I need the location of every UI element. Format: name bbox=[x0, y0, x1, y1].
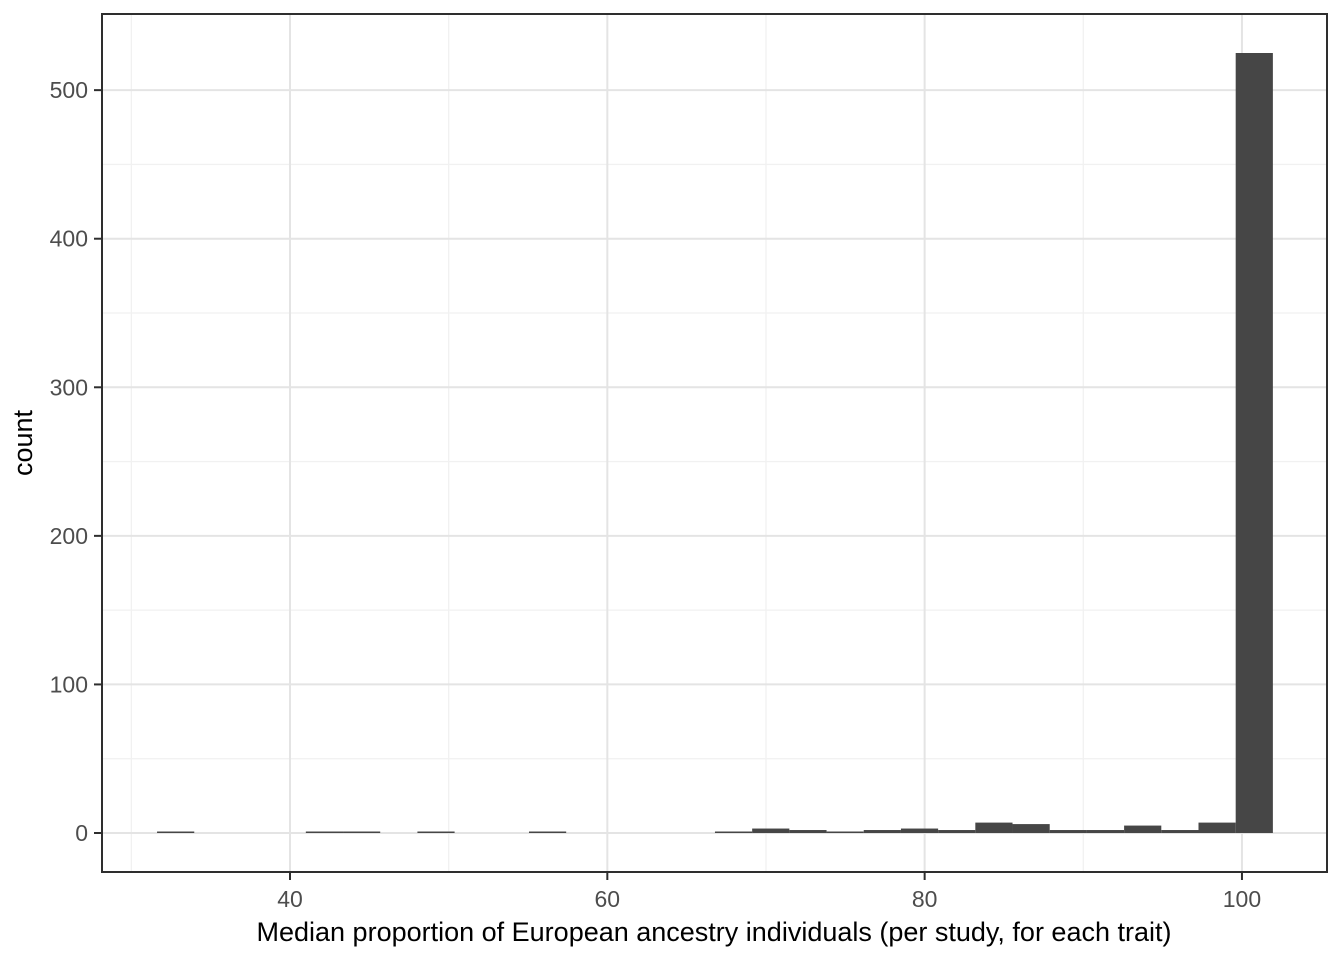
histogram-bar bbox=[343, 831, 381, 833]
histogram-bar bbox=[1235, 53, 1273, 833]
x-tick-label: 60 bbox=[595, 886, 621, 912]
histogram-bar bbox=[752, 828, 790, 833]
histogram-bar bbox=[1049, 830, 1087, 833]
histogram-bar bbox=[528, 831, 567, 833]
grid-major-layer bbox=[102, 14, 1327, 872]
histogram-bar bbox=[938, 830, 976, 833]
histogram-bar bbox=[714, 831, 753, 833]
histogram-bar bbox=[789, 830, 827, 833]
y-axis-title: count bbox=[8, 409, 38, 476]
x-tick-label: 100 bbox=[1223, 886, 1261, 912]
histogram-bar bbox=[1086, 830, 1125, 833]
y-tick-label: 400 bbox=[50, 226, 88, 252]
histogram-bar bbox=[1124, 825, 1162, 833]
y-tick-label: 500 bbox=[50, 77, 88, 103]
tick-marks-layer bbox=[94, 89, 1243, 880]
x-tick-label: 80 bbox=[912, 886, 938, 912]
y-tick-label: 300 bbox=[50, 374, 88, 400]
y-tick-label: 100 bbox=[50, 671, 88, 697]
histogram-bar bbox=[826, 831, 864, 833]
histogram-bar bbox=[900, 828, 939, 833]
y-tick-label: 0 bbox=[75, 820, 88, 846]
x-tick-label: 40 bbox=[277, 886, 303, 912]
grid-minor-layer bbox=[102, 14, 1327, 872]
histogram-bar bbox=[1012, 824, 1050, 833]
histogram-bar bbox=[417, 831, 455, 833]
histogram-bar bbox=[305, 831, 344, 833]
histogram-bar bbox=[1198, 822, 1236, 833]
tick-labels-layer: 40 60 80 100 0 100 200 300 400 500 bbox=[50, 77, 1262, 912]
bars-layer bbox=[157, 53, 1273, 833]
y-tick-label: 200 bbox=[50, 523, 88, 549]
histogram-bar bbox=[975, 822, 1013, 833]
histogram-bar bbox=[863, 830, 901, 833]
histogram-bar bbox=[1161, 830, 1199, 833]
panel-border bbox=[101, 13, 1328, 873]
x-axis-title: Median proportion of European ancestry i… bbox=[257, 917, 1172, 947]
histogram-bar bbox=[157, 831, 195, 833]
